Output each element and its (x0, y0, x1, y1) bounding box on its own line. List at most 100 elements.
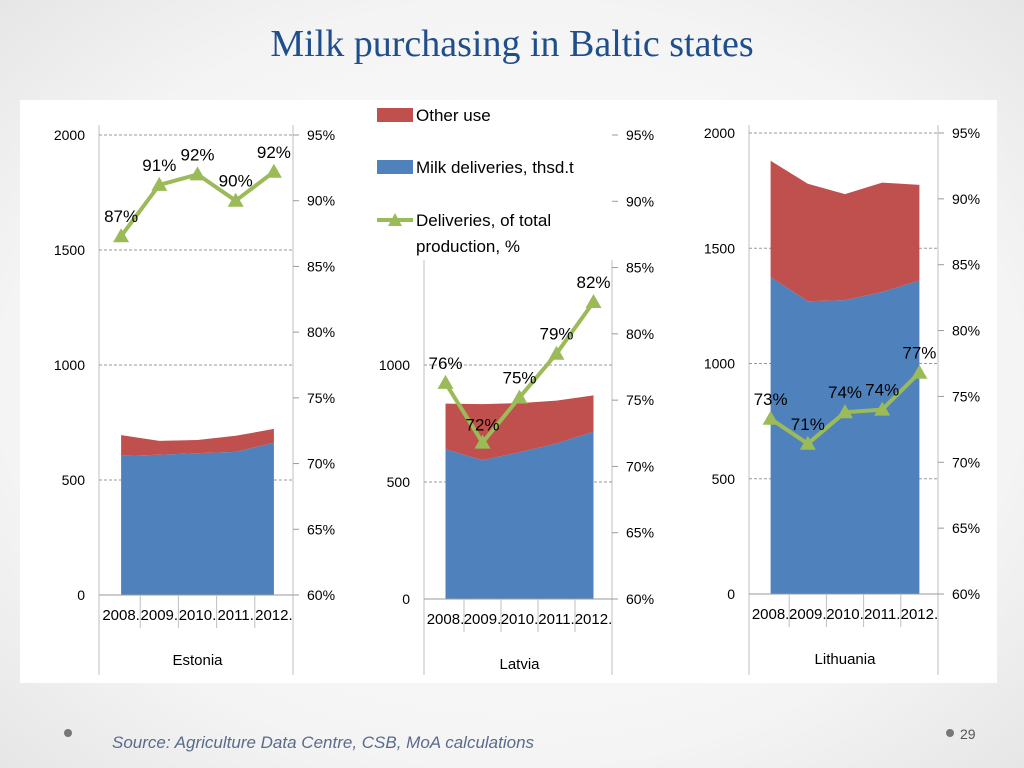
chart3-pct-marker (837, 404, 853, 419)
chart1-pct-marker (151, 176, 168, 191)
chart1-xtick-label: 2008. (102, 607, 140, 624)
chart1-ytick-label: 2000 (54, 127, 85, 143)
chart3-ytick-label: 500 (712, 471, 736, 487)
chart3-xtick-label: 2009. (789, 606, 827, 623)
chart1-y2tick-label: 60% (307, 587, 335, 603)
chart2-y2tick-label: 85% (626, 260, 654, 276)
chart2-y2tick-label: 90% (626, 193, 654, 209)
charts-svg: 0 500 1000 1500 2000 60% 65% 70% 75% 80% 85% 90% 95%… (54, 106, 980, 675)
chart3-y2tick-label: 75% (952, 388, 980, 404)
bullet-dot-right (946, 729, 954, 737)
chart3-pct-marker (799, 435, 816, 450)
chart2-pct-marker (548, 345, 565, 360)
chart1-ytick-label: 1000 (54, 357, 85, 373)
chart3-pct-marker (911, 364, 928, 379)
page-number: 29 (960, 726, 976, 742)
chart2-y2tick-label: 80% (626, 326, 654, 342)
chart3-y2tick-label: 60% (952, 586, 980, 602)
chart2-ytick-label: 500 (387, 474, 411, 490)
chart3-pct-marker (762, 410, 779, 425)
chart3-y2tick-label: 95% (952, 125, 980, 141)
chart3-ytick-label: 1000 (704, 356, 735, 372)
chart2-xtick-label: 2008. (427, 611, 465, 628)
chart2-xtick-label: 2010. (501, 611, 539, 628)
chart3-ytick-label: 0 (727, 586, 735, 602)
chart1-area-milk-deliveries (121, 442, 274, 595)
chart3-pct-data-label: 71% (791, 415, 825, 434)
chart1-xtick-label: 2011. (217, 607, 253, 624)
chart3-y2tick-label: 90% (952, 191, 980, 207)
legend-label-1: Milk deliveries, thsd.t (416, 158, 574, 177)
chart3-pct-data-label: 73% (754, 390, 788, 409)
legend-marker-2 (388, 213, 402, 226)
chart1-pct-marker (227, 192, 244, 207)
slide-title: Milk purchasing in Baltic states (270, 23, 754, 65)
chart2-pct-data-label: 79% (539, 325, 573, 344)
chart-panel: 0 500 1000 1500 2000 60% 65% 70% 75% 80% 85% 90% 95%… (20, 100, 997, 683)
chart2-xtick-label: 2009. (464, 611, 502, 628)
chart2-country-label: Latvia (499, 656, 540, 673)
chart3-pct-data-label: 77% (902, 344, 936, 363)
legend-swatch-0 (377, 108, 413, 122)
chart1-y2tick-label: 95% (307, 127, 335, 143)
chart2-pct-marker (474, 434, 491, 449)
chart1-xtick-label: 2012. (255, 607, 293, 624)
chart3-area-milk-deliveries (770, 277, 920, 594)
chart3-pct-data-label: 74% (828, 383, 862, 402)
chart2-pct-data-label: 76% (428, 354, 462, 373)
chart1-y2tick-label: 85% (307, 258, 335, 274)
chart1-ytick-label: 500 (62, 472, 86, 488)
chart2-y2tick-label: 65% (626, 525, 654, 541)
chart2-y2tick-label: 70% (626, 458, 654, 474)
chart1-country-label: Estonia (172, 652, 223, 669)
legend-label-2-cont: production, % (416, 237, 520, 256)
chart3-xtick-label: 2008. (752, 606, 790, 623)
chart1-xtick-label: 2010. (179, 607, 217, 624)
chart1-y2tick-label: 80% (307, 324, 335, 340)
chart2-xtick-label: 2012. (575, 611, 613, 628)
legend-swatch-1 (377, 160, 413, 174)
chart3-y2tick-label: 80% (952, 323, 980, 339)
chart3-xtick-label: 2010. (826, 606, 864, 623)
chart2-pct-data-label: 75% (502, 368, 536, 387)
chart2-ytick-label: 1000 (379, 357, 410, 373)
chart1-pct-marker (265, 163, 282, 178)
chart1-y2tick-label: 75% (307, 390, 335, 406)
chart3-pct-data-label: 74% (865, 381, 899, 400)
chart1-xtick-label: 2009. (141, 607, 179, 624)
chart1-y2tick-label: 65% (307, 521, 335, 537)
chart1-area-other-use (121, 428, 274, 456)
bullet-dot-left (64, 729, 72, 737)
chart2-y2tick-label: 75% (626, 392, 654, 408)
chart2-pct-marker (437, 374, 454, 389)
source-note: Source: Agriculture Data Centre, CSB, Mo… (112, 733, 535, 752)
chart1-pct-data-label: 92% (180, 145, 214, 164)
chart3-country-label: Lithuania (815, 651, 877, 668)
chart2-area-milk-deliveries (445, 431, 594, 599)
chart3-area-other-use (770, 160, 920, 302)
chart2-pct-marker (585, 294, 602, 308)
legend-label-0: Other use (416, 106, 491, 125)
chart3-xtick-label: 2012. (901, 606, 939, 623)
chart2-ytick-label: 0 (402, 591, 410, 607)
chart1-pct-data-label: 90% (219, 172, 253, 191)
chart1-y2tick-label: 90% (307, 193, 335, 209)
chart3-pct-marker (874, 401, 891, 416)
chart1-y2tick-label: 70% (307, 456, 335, 472)
chart1-pct-marker (113, 228, 130, 243)
chart1-ytick-label: 1500 (54, 242, 85, 258)
chart3-ytick-label: 2000 (704, 125, 735, 141)
chart3-xtick-label: 2011. (864, 606, 900, 623)
chart3-y2tick-label: 70% (952, 454, 980, 470)
legend-label-2: Deliveries, of total (416, 211, 551, 230)
chart1-pct-data-label: 91% (142, 156, 176, 175)
chart1-pct-data-label: 92% (257, 143, 291, 162)
chart1-pct-data-label: 87% (104, 207, 138, 226)
chart3-ytick-label: 1500 (704, 240, 735, 256)
chart2-pct-data-label: 72% (465, 416, 499, 435)
chart1-pct-marker (189, 166, 206, 181)
chart1-ytick-label: 0 (77, 587, 85, 603)
chart2-y2tick-label: 95% (626, 127, 654, 143)
chart3-y2tick-label: 65% (952, 520, 980, 536)
chart2-pct-marker (511, 389, 528, 404)
